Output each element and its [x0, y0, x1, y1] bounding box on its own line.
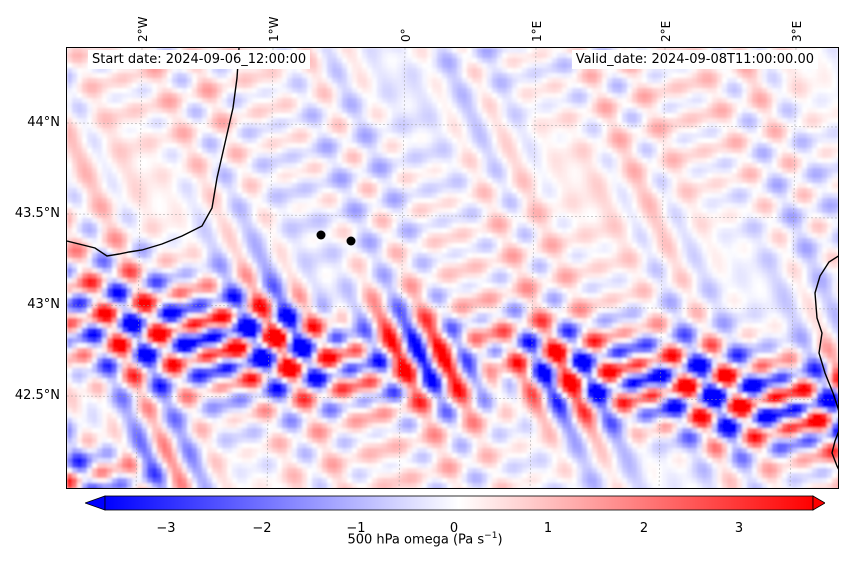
parallel-line: [67, 213, 838, 219]
meridian-line: [266, 48, 274, 488]
gridlines: [67, 48, 838, 488]
colorbar-tick: 3: [734, 521, 744, 536]
lon-tick-2e: 2°E: [659, 20, 673, 42]
lat-tick-43n: 43°N: [27, 297, 60, 312]
omega-field: [67, 48, 838, 488]
lat-tick-42-5n: 42.5°N: [14, 388, 60, 403]
parallel-line: [67, 122, 838, 128]
coastline-mediterranean: [814, 255, 838, 411]
station-marker-2[interactable]: [346, 236, 356, 246]
omega-shading: [67, 48, 838, 488]
coastline-atlantic: [67, 48, 240, 257]
start-date-label: Start date: 2024-09-06_12:00:00: [88, 50, 311, 69]
colorbar-tick: −3: [156, 521, 176, 536]
colorbar-label: 500 hPa omega (Pa s−1): [347, 531, 503, 548]
meridian-line: [135, 48, 143, 488]
lat-tick-44n: 44°N: [27, 115, 60, 130]
meridian-line: [789, 48, 797, 488]
meridian-line: [398, 48, 406, 488]
meridian-line: [529, 48, 537, 488]
lon-tick-3e: 3°E: [790, 20, 804, 42]
colorbar-extend-low: [85, 495, 106, 511]
map-panel[interactable]: Start date: 2024-09-06_12:00:00 Valid_da…: [66, 47, 839, 489]
colorbar-tick: 2: [639, 521, 649, 536]
colorbar-tick: 0: [449, 521, 459, 536]
parallel-line: [67, 395, 838, 401]
meridian-line: [658, 48, 666, 488]
station-marker-1[interactable]: [316, 230, 326, 240]
parallel-line: [67, 304, 838, 310]
colorbar-tick: −1: [346, 521, 366, 536]
coastline-south-east: [831, 431, 838, 470]
lon-tick-2w: 2°W: [136, 16, 150, 43]
lon-tick-1e: 1°E: [530, 20, 544, 42]
valid-date-label: Valid_date: 2024-09-08T11:00:00.00: [571, 50, 818, 69]
colorbar-tick: −2: [252, 521, 272, 536]
lon-tick-1w: 1°W: [267, 16, 281, 43]
lat-tick-43-5n: 43.5°N: [14, 206, 60, 221]
lon-tick-0: 0°: [399, 28, 413, 42]
colorbar-tick: 1: [543, 521, 553, 536]
colorbar: [85, 495, 825, 511]
colorbar-extend-high: [812, 495, 825, 511]
colorbar-gradient: [104, 495, 814, 511]
